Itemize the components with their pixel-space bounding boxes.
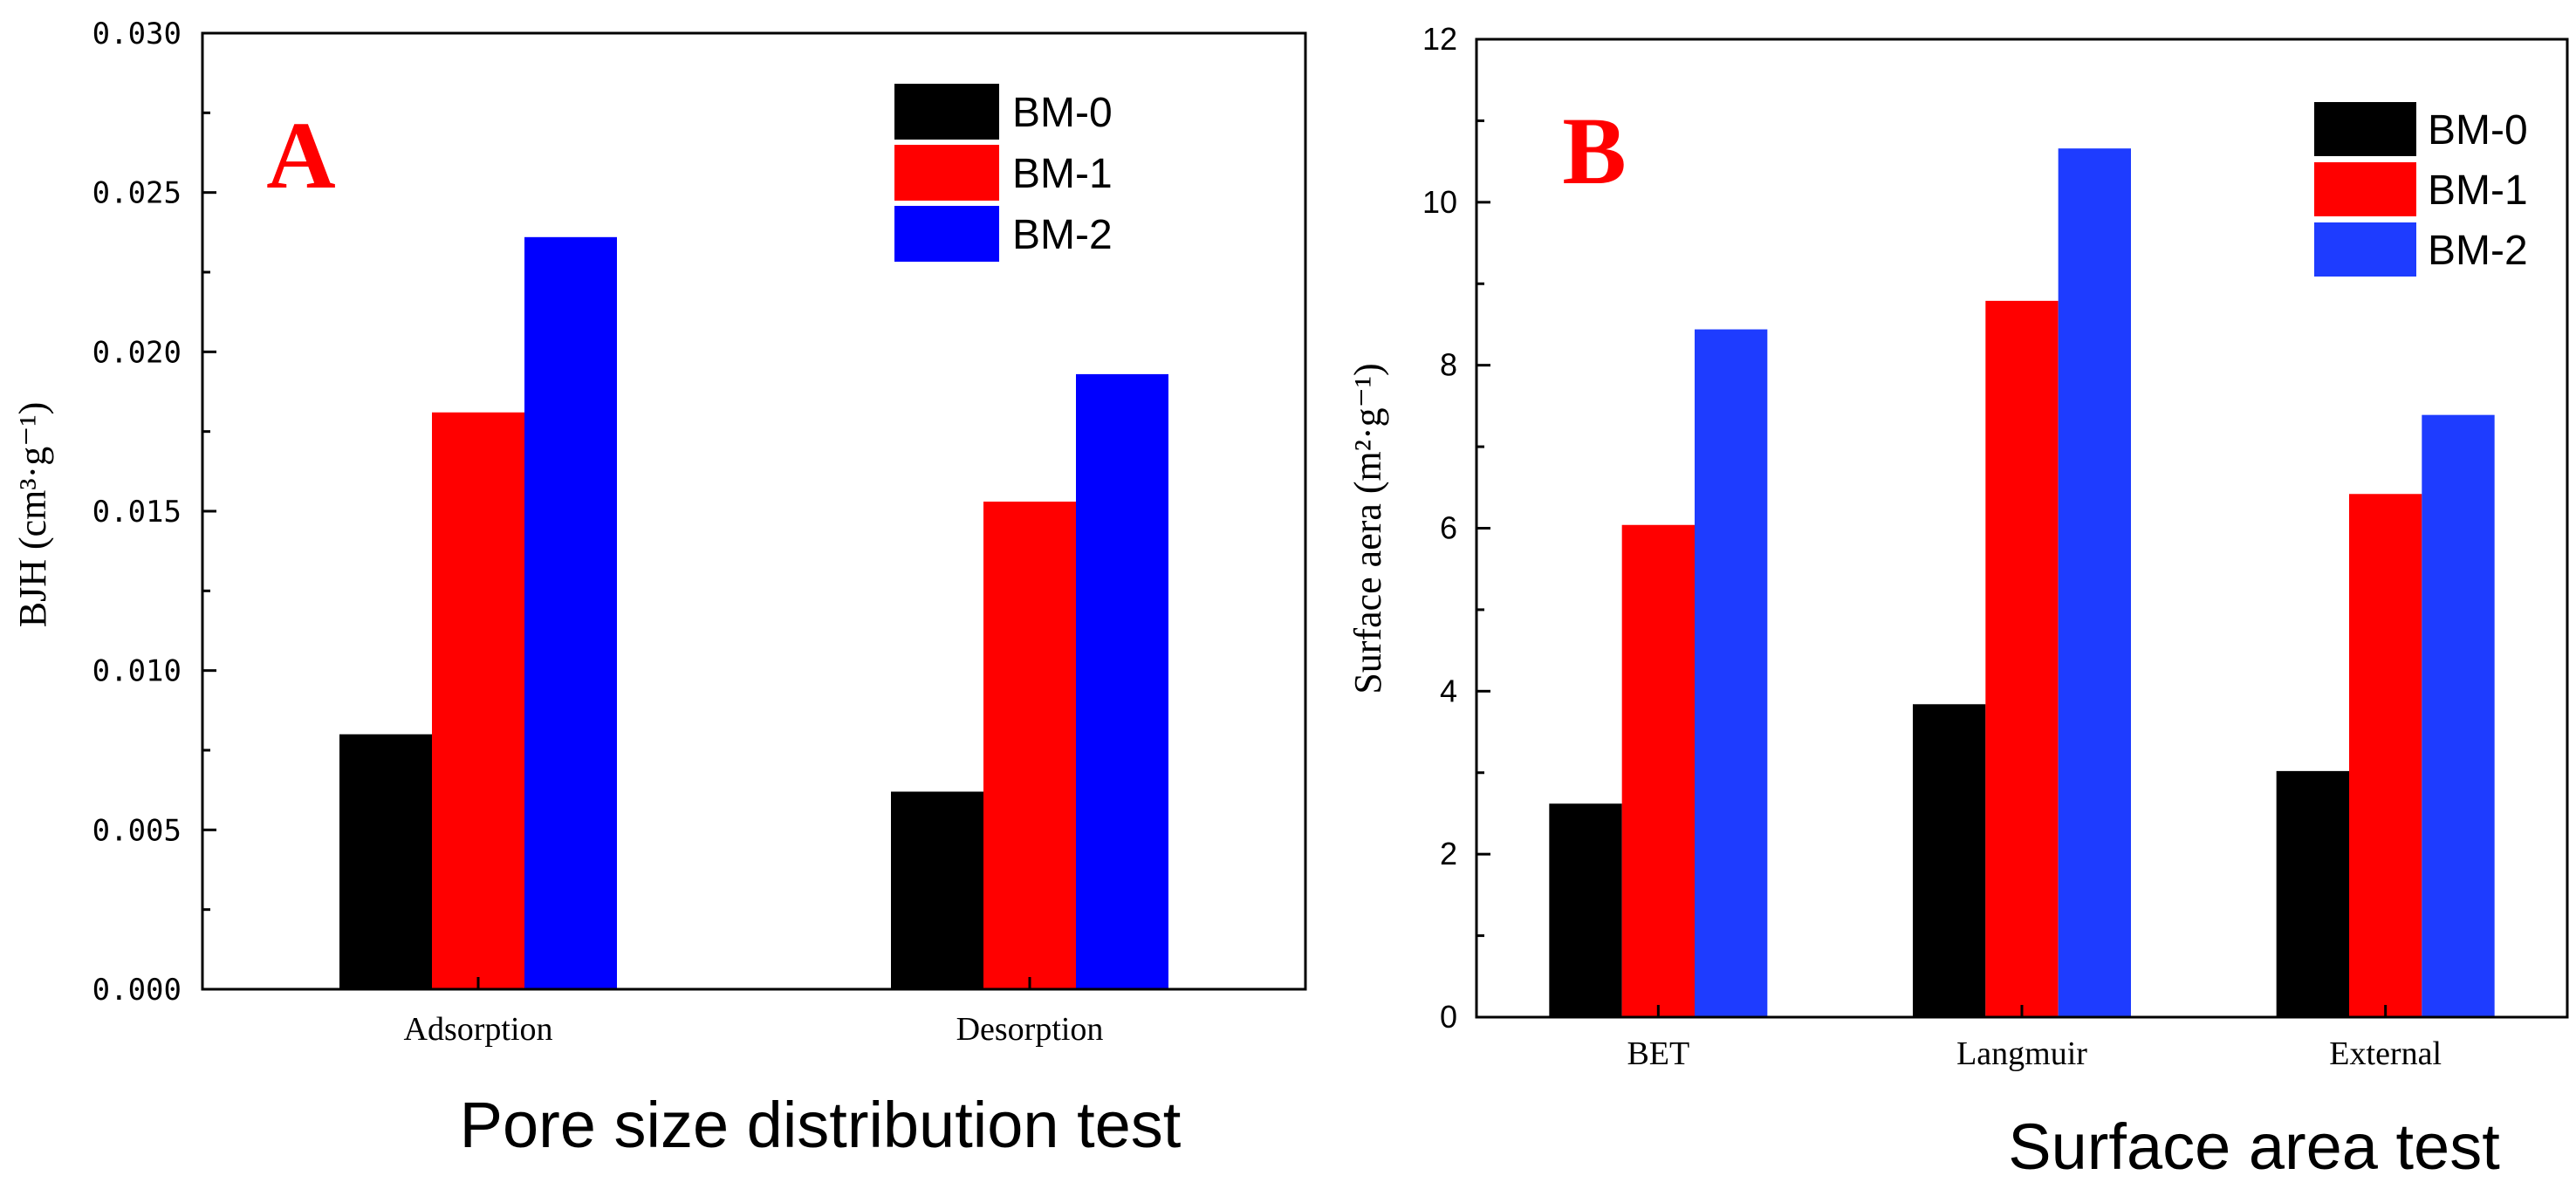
chart-a-ytick-label: 0.010	[92, 654, 182, 689]
chart-b-legend-swatch-bm-1	[2314, 162, 2416, 216]
chart-b-bar-bm-2-langmuir	[2058, 148, 2131, 1017]
chart-a-ytick-label: 0.020	[92, 335, 182, 370]
chart-b-bar-bm-0-external	[2276, 770, 2349, 1017]
chart-a-ytick-label: 0.030	[92, 17, 182, 51]
chart-a: Adsorption Desorption 0.000 0.005 0.010 0.015…	[11, 17, 1307, 1161]
chart-a-bar-bm-1-adsorption	[432, 412, 524, 989]
chart-a-panel-label: A	[266, 102, 335, 208]
chart-b-ytick-label: 0	[1440, 999, 1457, 1035]
chart-b-category-label: External	[2329, 1035, 2442, 1072]
chart-a-ytick-label: 0.000	[92, 973, 182, 1008]
chart-a-xlabel: Pore size distribution test	[460, 1089, 1182, 1161]
chart-a-legend-swatch-bm-0	[894, 84, 999, 140]
chart-a-legend-label-bm-2: BM-2	[1012, 212, 1113, 258]
chart-a-ytick-label: 0.005	[92, 813, 182, 848]
chart-b-ytick-label: 12	[1422, 21, 1457, 57]
chart-b-bar-bm-0-langmuir	[1913, 704, 1986, 1017]
chart-b-bar-bm-1-langmuir	[1985, 300, 2059, 1017]
chart-a-bar-bm-1-desorption	[983, 502, 1076, 989]
chart-a-category-label: Adsorption	[404, 1011, 553, 1048]
chart-b-ylabel: Surface aera (m²·g⁻¹)	[1346, 363, 1389, 694]
chart-b-bar-bm-1-external	[2349, 494, 2422, 1017]
chart-b-bar-bm-0-bet	[1549, 803, 1622, 1017]
chart-a-bar-bm-2-desorption	[1076, 373, 1168, 989]
chart-a-legend-label-bm-0: BM-0	[1012, 90, 1113, 136]
chart-b-ytick-label: 2	[1440, 836, 1457, 871]
chart-a-bar-bm-0-adsorption	[339, 734, 432, 989]
chart-b-legend-swatch-bm-0	[2314, 102, 2416, 156]
chart-b: BET Langmuir External 0 2 4 6 8 10 12 Surface area…	[1346, 21, 2569, 1183]
chart-a-category-label: Desorption	[956, 1011, 1104, 1048]
chart-b-ytick-label: 8	[1440, 347, 1457, 383]
chart-b-legend: BM-0 BM-1 BM-2	[2314, 102, 2528, 277]
chart-b-category-label: Langmuir	[1956, 1035, 2087, 1072]
chart-b-bar-bm-2-bet	[1695, 329, 1768, 1017]
chart-b-legend-label-bm-0: BM-0	[2428, 107, 2528, 154]
chart-b-ytick-label: 10	[1422, 184, 1457, 220]
chart-a-ytick-label: 0.025	[92, 176, 182, 211]
chart-b-legend-label-bm-2: BM-2	[2428, 228, 2528, 274]
chart-b-xlabel: Surface area test	[2008, 1110, 2500, 1183]
chart-b-bar-bm-1-bet	[1621, 524, 1695, 1017]
chart-a-legend-swatch-bm-1	[894, 145, 999, 201]
chart-b-category-label: BET	[1627, 1035, 1689, 1072]
chart-a-ytick-label: 0.015	[92, 495, 182, 530]
chart-b-legend-label-bm-1: BM-1	[2428, 167, 2528, 214]
chart-a-bar-bm-0-desorption	[891, 791, 983, 989]
chart-b-panel-label: B	[1562, 98, 1626, 204]
chart-a-ylabel: BJH (cm³·g⁻¹)	[11, 402, 54, 628]
chart-b-legend-swatch-bm-2	[2314, 222, 2416, 277]
chart-a-legend-swatch-bm-2	[894, 206, 999, 262]
chart-b-ytick-label: 6	[1440, 510, 1457, 546]
chart-a-legend-label-bm-1: BM-1	[1012, 151, 1113, 197]
chart-b-ytick-label: 4	[1440, 673, 1457, 708]
chart-a-legend: BM-0 BM-1 BM-2	[894, 84, 1113, 262]
chart-a-bar-bm-2-adsorption	[524, 236, 617, 989]
chart-b-bar-bm-2-external	[2422, 414, 2495, 1017]
